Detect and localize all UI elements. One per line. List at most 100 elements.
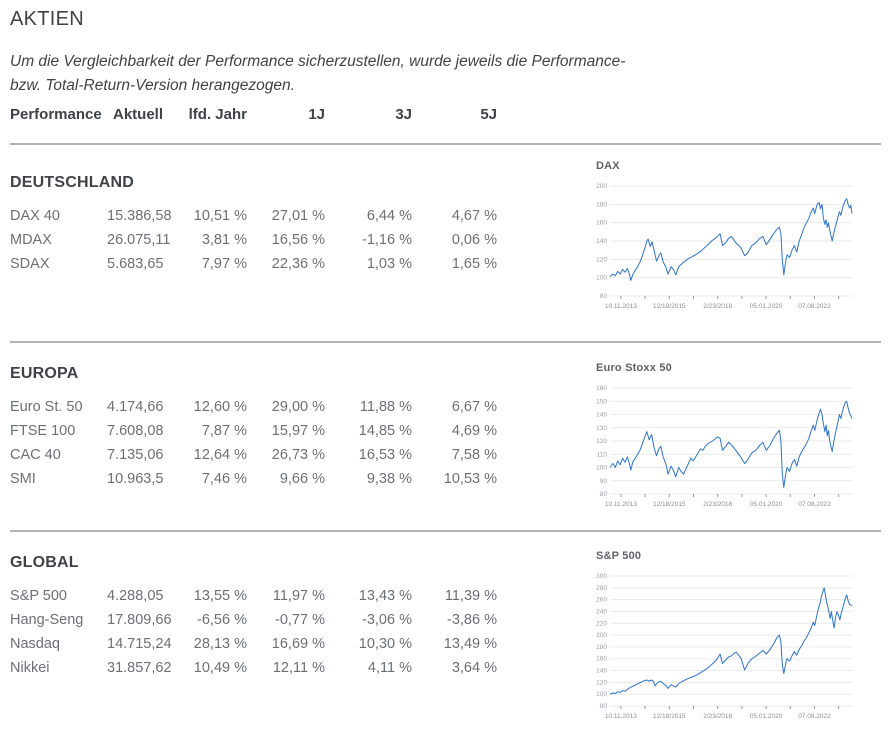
page-title: AKTIEN xyxy=(10,8,85,30)
table-row: SMI 10.963,5 7,46 % 9,66 % 9,38 % 10,53 % xyxy=(10,467,511,491)
value-cell: 28,13 % xyxy=(193,636,247,652)
column-header-lfd-jahr: lfd. Jahr xyxy=(188,106,247,123)
value-cell: -0,77 % xyxy=(275,612,325,628)
index-name: SMI xyxy=(10,471,36,487)
value-cell: -3,86 % xyxy=(447,612,497,628)
y-axis-tick-label: 220 xyxy=(596,620,607,627)
value-cell: 4,11 % xyxy=(367,660,412,676)
y-axis-tick-label: 100 xyxy=(596,691,607,698)
y-axis-tick-label: 100 xyxy=(596,465,607,472)
section-heading-europa: EUROPA xyxy=(10,365,79,382)
y-axis-tick-label: 200 xyxy=(596,632,607,639)
y-axis-tick-label: 140 xyxy=(596,412,607,419)
column-header-3j: 3J xyxy=(395,106,412,123)
y-axis-tick-label: 240 xyxy=(596,608,607,615)
section-divider xyxy=(10,143,881,145)
price-line xyxy=(609,587,853,695)
index-name: CAC 40 xyxy=(10,447,61,463)
value-cell: 13,49 % xyxy=(443,636,497,652)
y-axis-tick-label: 120 xyxy=(596,679,607,686)
table-row: FTSE 100 7.608,08 7,87 % 15,97 % 14,85 % 4,69… xyxy=(10,419,511,443)
chart-dax: DAX 80 100 120 140 160 180 200 10.11.2013 12/18/… xyxy=(590,160,858,312)
value-cell: 16,53 % xyxy=(358,447,412,463)
value-cell: 10,49 % xyxy=(193,660,247,676)
y-axis-tick-label: 200 xyxy=(596,183,607,190)
value-cell: 14,85 % xyxy=(358,423,412,439)
value-cell: 9,38 % xyxy=(366,471,412,487)
index-name: DAX 40 xyxy=(10,208,60,224)
value-cell: 16,69 % xyxy=(271,636,325,652)
value-cell: 10,51 % xyxy=(193,208,247,224)
chart-title-sp-500: S&P 500 xyxy=(596,550,642,562)
table-rows-europa: Euro St. 50 4.174,66 12,60 % 29,00 % 11,88 %… xyxy=(10,395,511,491)
table-row: Nikkei 31.857,62 10,49 % 12,11 % 4,11 % 3,64 … xyxy=(10,656,511,680)
value-cell: 11,97 % xyxy=(272,588,325,604)
value-cell: 12,60 % xyxy=(193,399,247,415)
price-line xyxy=(609,198,853,281)
y-axis-tick-label: 160 xyxy=(596,656,607,663)
y-axis-tick-label: 100 xyxy=(596,275,607,282)
y-axis-tick-label: 130 xyxy=(596,425,607,432)
index-name: Euro St. 50 xyxy=(10,399,83,415)
x-axis-tick-label: 05.01.2020 xyxy=(750,501,783,508)
value-cell: 16,56 % xyxy=(271,232,325,248)
value-cell: 6,44 % xyxy=(366,208,412,224)
value-cell: 11,88 % xyxy=(359,399,412,415)
value-cell: 26,73 % xyxy=(271,447,325,463)
x-axis-tick-label: 10.11.2013 xyxy=(605,713,637,720)
table-row: Hang-Seng 17.809,66 -6,56 % -0,77 % -3,06 % -… xyxy=(10,608,511,632)
price-line xyxy=(609,400,853,488)
column-header-5j: 5J xyxy=(480,106,497,123)
chart-title-euro-stoxx-50: Euro Stoxx 50 xyxy=(596,362,672,374)
chart-title-dax: DAX xyxy=(596,160,620,172)
x-axis-tick-label: 12/18/2015 xyxy=(653,303,686,310)
x-axis-tick-label: 07.08.2022 xyxy=(798,501,831,508)
value-cell: 13,43 % xyxy=(358,588,412,604)
value-cell: 7,97 % xyxy=(201,256,247,272)
value-cell: 27,01 % xyxy=(271,208,325,224)
x-axis-tick-label: 07.08.2022 xyxy=(798,713,831,720)
value-cell: 9,66 % xyxy=(279,471,325,487)
line-chart: 80 100 120 140 160 180 200 10.11.2013 12/18/2015… xyxy=(596,183,853,310)
index-name: FTSE 100 xyxy=(10,423,76,439)
x-axis-tick-label: 2/23/2018 xyxy=(703,501,732,508)
value-cell: 4,67 % xyxy=(451,208,497,224)
table-row: S&P 500 4.288,05 13,55 % 11,97 % 13,43 % 11,3… xyxy=(10,584,511,608)
value-cell: 31.857,62 xyxy=(107,660,172,676)
value-cell: 12,11 % xyxy=(272,660,325,676)
value-cell: 4.174,66 xyxy=(107,399,164,415)
y-axis-tick-label: 300 xyxy=(596,573,607,580)
y-axis-tick-label: 80 xyxy=(600,293,608,300)
y-axis-tick-label: 280 xyxy=(596,585,607,592)
value-cell: 11,39 % xyxy=(444,588,497,604)
index-name: MDAX xyxy=(10,232,52,248)
y-axis-tick-label: 80 xyxy=(600,491,608,498)
y-axis-tick-label: 90 xyxy=(600,478,608,485)
chart-sp-500: S&P 500 80 100 120 140 160 180 200 220 240 260 280… xyxy=(590,550,858,722)
value-cell: 1,03 % xyxy=(366,256,412,272)
x-axis-tick-label: 10.11.2013 xyxy=(605,303,637,310)
y-axis-tick-label: 110 xyxy=(597,451,608,458)
value-cell: 17.809,66 xyxy=(107,612,172,628)
value-cell: 10,30 % xyxy=(358,636,412,652)
index-name: Nasdaq xyxy=(10,636,60,652)
value-cell: 15,97 % xyxy=(271,423,325,439)
value-cell: -3,06 % xyxy=(362,612,412,628)
value-cell: 4.288,05 xyxy=(107,588,164,604)
y-axis-tick-label: 80 xyxy=(600,703,608,710)
x-axis-tick-label: 2/23/2018 xyxy=(703,303,732,310)
table-rows-global: S&P 500 4.288,05 13,55 % 11,97 % 13,43 % 11,3… xyxy=(10,584,511,680)
y-axis-tick-label: 160 xyxy=(596,220,607,227)
table-header-row: Performance Aktuell lfd. Jahr 1J 3J 5J xyxy=(10,106,497,123)
x-axis-tick-label: 2/23/2018 xyxy=(703,713,732,720)
value-cell: -6,56 % xyxy=(197,612,247,628)
x-axis-tick-label: 07.08.2022 xyxy=(798,303,831,310)
value-cell: 22,36 % xyxy=(271,256,325,272)
y-axis-tick-label: 260 xyxy=(596,597,607,604)
table-row: MDAX 26.075,11 3,81 % 16,56 % -1,16 % 0,06 % xyxy=(10,228,511,252)
y-axis-tick-label: 160 xyxy=(596,385,607,392)
value-cell: -1,16 % xyxy=(362,232,412,248)
section-divider xyxy=(10,341,881,343)
index-name: Hang-Seng xyxy=(10,612,84,628)
value-cell: 15.386,58 xyxy=(107,208,172,224)
